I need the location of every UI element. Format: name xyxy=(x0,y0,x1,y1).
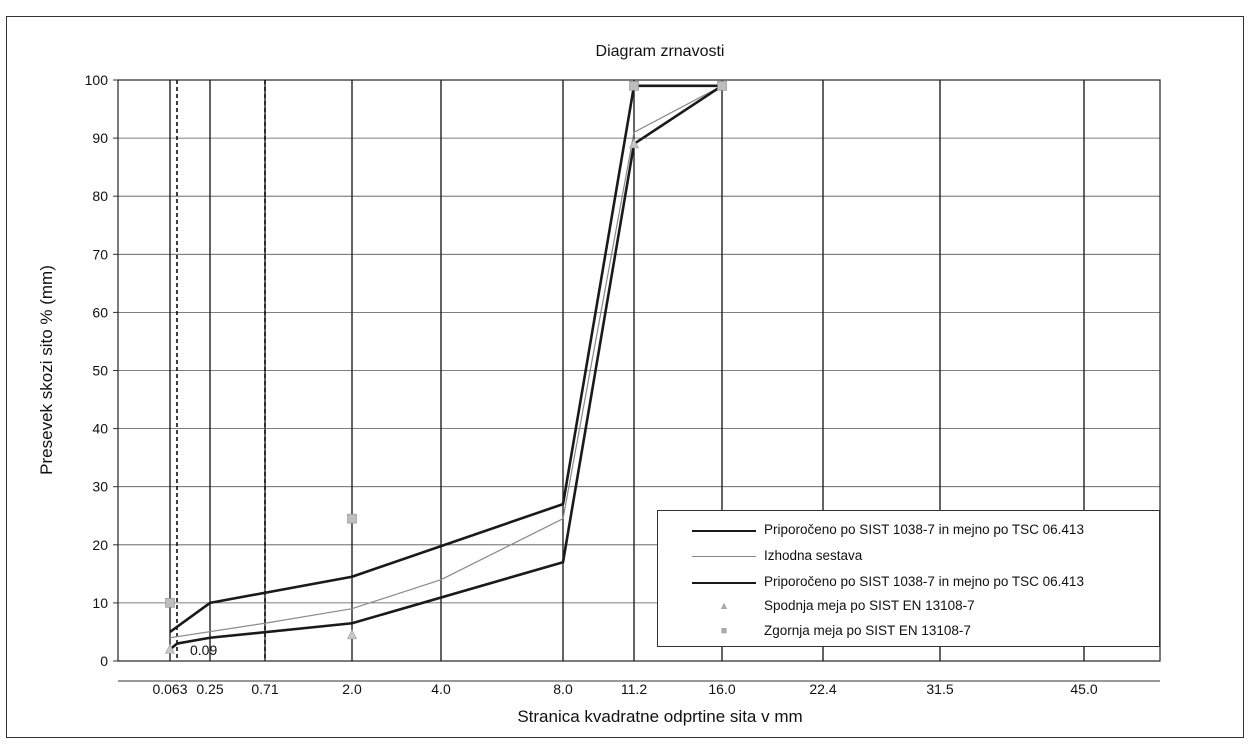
x-tick-label: 2.0 xyxy=(342,681,362,697)
series-line-0 xyxy=(169,84,722,634)
triangle-marker-point xyxy=(165,643,175,654)
legend-entry-izhodna-sestava: Izhodna sestava xyxy=(658,545,1159,567)
x-tick-label: 45.0 xyxy=(1070,681,1097,697)
triangle-marker-point xyxy=(347,629,357,640)
y-tick-label: 30 xyxy=(92,479,108,495)
y-tick-label: 60 xyxy=(92,304,108,320)
legend-entry-zgornja-meja: ■ Zgornja meja po SIST EN 13108-7 xyxy=(658,620,1159,642)
chart-legend: Priporočeno po SIST 1038-7 in mejno po T… xyxy=(657,510,1160,647)
y-tick-label: 80 xyxy=(92,188,108,204)
legend-entry-spodnja-meja: ▲ Spodnja meja po SIST EN 13108-7 xyxy=(658,595,1159,617)
triangle-marker-point xyxy=(629,138,639,149)
legend-label: Spodnja meja po SIST EN 13108-7 xyxy=(764,598,975,613)
x-tick-label: 4.0 xyxy=(431,681,451,697)
square-marker-point xyxy=(347,513,357,524)
square-marker-point xyxy=(717,81,727,91)
legend-label: Priporočeno po SIST 1038-7 in mejno po T… xyxy=(764,574,1084,589)
x-axis-label: Stranica kvadratne odprtine sita v mm xyxy=(517,707,802,726)
y-tick-label: 50 xyxy=(92,363,108,379)
legend-label: Priporočeno po SIST 1038-7 in mejno po T… xyxy=(764,522,1084,537)
triangle-marker-icon: ▲ xyxy=(718,600,730,612)
y-tick-label: 90 xyxy=(92,130,108,146)
y-tick-label: 10 xyxy=(92,595,108,611)
x-tick-label: 0.063 xyxy=(152,681,187,697)
y-tick-label: 100 xyxy=(85,72,109,88)
series-line-1 xyxy=(169,85,723,639)
square-marker-point xyxy=(629,81,639,91)
legend-label: Izhodna sestava xyxy=(764,548,863,563)
x-tick-label: 22.4 xyxy=(809,681,836,697)
y-tick-label: 0 xyxy=(100,653,108,669)
x-tick-label: 0.25 xyxy=(196,681,223,697)
plot-area xyxy=(117,79,1161,662)
y-tick-label: 40 xyxy=(92,421,108,437)
x-tick-label: 8.0 xyxy=(553,681,573,697)
x-tick-label: 11.2 xyxy=(621,681,647,697)
legend-swatch xyxy=(692,556,756,557)
legend-swatch xyxy=(692,530,756,532)
legend-entry-priporoceno-lower: Priporočeno po SIST 1038-7 in mejno po T… xyxy=(658,571,1159,593)
square-marker-icon: ■ xyxy=(720,625,728,637)
annotation-label: 0.09 xyxy=(190,642,217,658)
legend-label: Zgornja meja po SIST EN 13108-7 xyxy=(764,623,971,638)
x-tick-label: 16.0 xyxy=(708,681,735,697)
x-tick-label: 0.71 xyxy=(251,681,278,697)
legend-entry-priporoceno-upper: Priporočeno po SIST 1038-7 in mejno po T… xyxy=(658,519,1159,541)
series-line-2 xyxy=(169,84,723,651)
square-marker-point xyxy=(165,598,175,608)
y-tick-label: 20 xyxy=(92,537,108,553)
legend-swatch xyxy=(692,582,756,584)
y-axis-label: Presevek skozi sito % (mm) xyxy=(37,265,56,475)
x-tick-label: 31.5 xyxy=(926,681,953,697)
y-tick-label: 70 xyxy=(92,246,108,262)
chart-title: Diagram zrnavosti xyxy=(596,43,725,60)
